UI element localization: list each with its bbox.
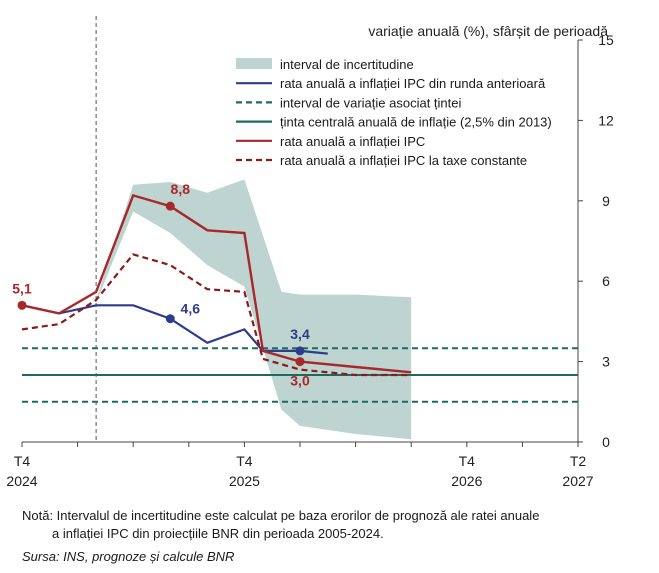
legend-item-constant_taxes: rata anuală a inflației IPC la taxe cons…	[236, 153, 527, 168]
y-tick-label: 15	[598, 32, 614, 48]
x-tick-label-quarter: T4	[459, 453, 476, 469]
legend-item-uncertainty: interval de incertitudine	[236, 57, 414, 72]
legend-label: rata anuală a inflației IPC	[280, 134, 425, 149]
legend-label: ținta centrală anuală de inflație (2,5% …	[280, 115, 552, 130]
chart-note-line-2: a inflației IPC din proiecțiile BNR din …	[52, 526, 384, 541]
x-tick-label-year: 2025	[229, 473, 260, 489]
constant-taxes-line	[21, 253, 412, 377]
y-tick-label: 0	[602, 434, 610, 450]
y-tick-label: 3	[602, 354, 610, 370]
data-point-marker	[17, 300, 27, 310]
cpi-line	[21, 193, 412, 374]
data-point-marker	[165, 201, 175, 211]
x-tick-label-quarter: T4	[14, 453, 31, 469]
data-label: 3,4	[290, 326, 310, 342]
y-tick-label: 12	[598, 112, 614, 128]
x-tick-label-quarter: T2	[570, 453, 587, 469]
data-point-marker	[295, 346, 305, 356]
y-tick-label: 9	[602, 193, 610, 209]
y-axis-label: variație anuală (%), sfârșit de perioadă	[368, 23, 608, 39]
legend-item-previous: rata anuală a inflației IPC din runda an…	[236, 76, 546, 91]
legend-item-target: ținta centrală anuală de inflație (2,5% …	[236, 115, 552, 130]
x-tick-label-year: 2024	[6, 473, 37, 489]
previous-round-line	[21, 304, 328, 355]
legend-label: interval de incertitudine	[280, 57, 414, 72]
legend-label: interval de variație asociat țintei	[280, 95, 461, 110]
legend-label: rata anuală a inflației IPC din runda an…	[280, 76, 546, 91]
x-tick-label-year: 2026	[451, 473, 482, 489]
data-label: 8,8	[171, 181, 191, 197]
legend-swatch	[236, 58, 272, 69]
legend-item-variation: interval de variație asociat țintei	[236, 95, 461, 110]
data-label: 4,6	[181, 301, 201, 317]
legend-label: rata anuală a inflației IPC la taxe cons…	[280, 153, 527, 168]
x-tick-label-year: 2027	[562, 473, 593, 489]
data-point-marker	[165, 314, 175, 324]
data-label: 5,1	[12, 280, 32, 296]
legend-item-cpi: rata anuală a inflației IPC	[236, 134, 425, 149]
chart-note-line-1: Notă: Intervalul de incertitudine este c…	[22, 508, 540, 523]
x-tick-label-quarter: T4	[236, 453, 253, 469]
chart-source: Sursa: INS, prognoze și calcule BNR	[22, 549, 235, 564]
data-label: 3,0	[290, 373, 310, 389]
y-tick-label: 6	[602, 273, 610, 289]
data-point-marker	[295, 357, 305, 367]
